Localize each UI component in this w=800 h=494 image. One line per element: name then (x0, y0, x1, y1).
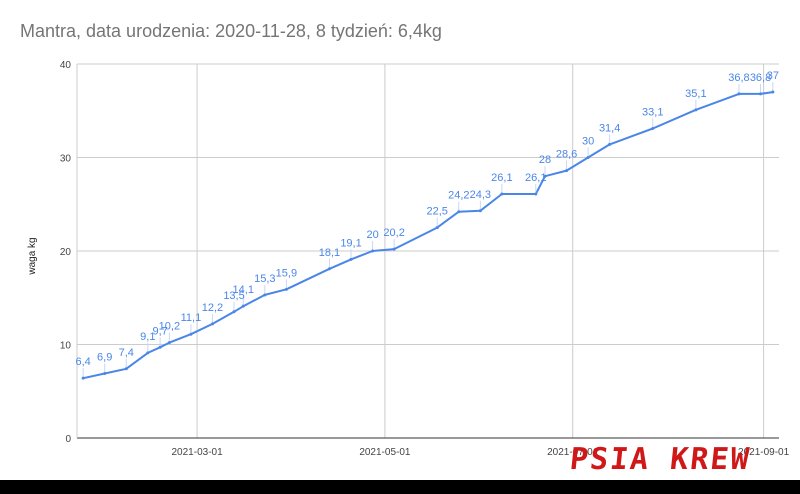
data-label: 28,6 (556, 149, 577, 161)
data-label: 28 (539, 154, 551, 166)
y-tick-label: 30 (60, 154, 72, 165)
data-point (500, 192, 504, 196)
data-label: 15,9 (276, 267, 297, 279)
data-label: 15,3 (254, 273, 275, 285)
series (81, 82, 775, 380)
data-point (392, 247, 396, 251)
data-point (81, 376, 85, 380)
data-point (737, 92, 741, 96)
data-point (232, 310, 236, 314)
x-tick-label: 2021-07-01 (547, 447, 599, 458)
y-tick-label: 20 (60, 247, 72, 258)
data-point (435, 226, 439, 230)
data-label: 18,1 (319, 247, 340, 259)
data-label: 26,1 (525, 172, 546, 184)
data-point (651, 127, 655, 131)
data-point (124, 367, 128, 371)
data-label: 36,8 (728, 72, 749, 84)
data-label: 26,1 (491, 172, 512, 184)
data-label: 20 (366, 229, 378, 241)
data-point (210, 322, 214, 326)
data-label: 6,4 (76, 356, 91, 368)
chart-title: Mantra, data urodzenia: 2020-11-28, 8 ty… (20, 21, 442, 41)
data-point (284, 287, 288, 291)
data-point (167, 341, 171, 345)
x-tick-label: 2021-05-01 (359, 447, 411, 458)
bottom-bar (0, 480, 800, 494)
data-point (189, 332, 193, 336)
data-label: 24,2 (448, 190, 469, 202)
data-point (158, 345, 162, 349)
watermark-logo: PSIA KREW (568, 442, 753, 477)
data-point (478, 209, 482, 213)
data-label: 33,1 (642, 107, 663, 119)
data-point (457, 210, 461, 214)
data-point (371, 249, 375, 253)
data-point (586, 156, 590, 159)
data-label: 31,4 (599, 122, 620, 134)
y-tick-label: 0 (65, 434, 71, 445)
y-tick-label: 10 (60, 341, 72, 352)
data-point (241, 304, 245, 308)
x-tick-label: 2021-09-01 (738, 447, 790, 458)
data-point (146, 351, 150, 355)
data-label: 19,1 (340, 237, 361, 249)
data-label: 36,8 (750, 72, 771, 84)
data-label: 12,2 (202, 302, 223, 314)
y-axis-title: waga kg (27, 237, 38, 275)
data-label: 13,5 (223, 290, 244, 302)
data-label: 22,5 (427, 206, 448, 218)
data-label: 35,1 (685, 88, 706, 100)
data-label: 37 (767, 70, 779, 82)
data-label: 9,1 (140, 331, 155, 343)
data-point (327, 267, 331, 271)
data-label: 24,3 (470, 189, 491, 201)
data-label: 14,1 (233, 284, 254, 296)
data-labels: 6,4 6,9 7,49,19,710,211,112,213,514,115,3 1… (76, 70, 779, 368)
data-label: 9,7 (152, 325, 167, 337)
data-label: 11,1 (181, 312, 202, 324)
data-label: 6,9 (97, 351, 112, 363)
data-label: 30 (582, 136, 594, 148)
grid (77, 63, 779, 438)
data-point (103, 371, 107, 375)
data-point (771, 90, 775, 94)
data-point (608, 142, 612, 146)
data-label: 10,2 (159, 321, 180, 333)
data-point (694, 108, 698, 112)
data-point (263, 293, 267, 297)
y-tick-label: 40 (60, 60, 72, 71)
data-point (349, 257, 353, 261)
x-tick-label: 2021-03-01 (172, 447, 224, 458)
data-label: 20,2 (383, 227, 404, 239)
data-point (759, 92, 763, 96)
data-point (543, 174, 547, 178)
data-point (565, 169, 569, 173)
series-line (82, 91, 773, 380)
data-point (534, 192, 538, 196)
axes: 0 10 20 30 40 2021-03-01 2021-05-01 2021-07-01 2… (60, 60, 790, 458)
data-label: 7,4 (119, 347, 134, 359)
